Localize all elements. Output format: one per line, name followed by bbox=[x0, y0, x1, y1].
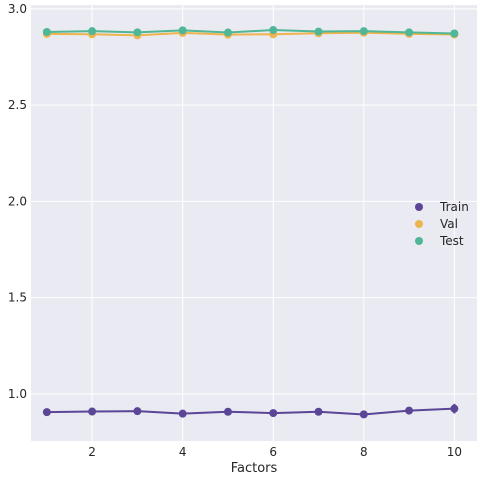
legend-marker bbox=[415, 203, 423, 211]
y-tick-label: 2.5 bbox=[8, 98, 27, 112]
x-tick-label: 10 bbox=[447, 445, 462, 459]
data-point bbox=[223, 28, 232, 37]
legend: Train Val Test bbox=[415, 200, 469, 248]
series-line bbox=[46, 31, 455, 37]
tick-labels: 2 4 6 8 10 1.0 1.5 2.0 2.5 3.0 bbox=[8, 2, 462, 459]
data-point bbox=[314, 407, 323, 416]
data-point bbox=[405, 406, 414, 415]
y-tick-label: 2.0 bbox=[8, 194, 27, 208]
data-point bbox=[88, 407, 97, 416]
series-line bbox=[46, 407, 455, 416]
data-point bbox=[133, 407, 142, 416]
data-point bbox=[178, 26, 187, 35]
x-tick-label: 6 bbox=[269, 445, 277, 459]
y-tick-label: 3.0 bbox=[8, 2, 27, 16]
legend-marker bbox=[415, 220, 423, 228]
data-point bbox=[88, 27, 97, 36]
data-point bbox=[450, 404, 459, 413]
legend-label: Test bbox=[439, 234, 464, 248]
data-point bbox=[223, 407, 232, 416]
data-point bbox=[178, 409, 187, 418]
data-point bbox=[42, 408, 51, 417]
data-point bbox=[359, 410, 368, 419]
data-point bbox=[269, 409, 278, 418]
data-point bbox=[405, 28, 414, 37]
series-test bbox=[42, 26, 459, 38]
legend-marker bbox=[415, 237, 423, 245]
plot-background bbox=[31, 5, 477, 441]
data-point bbox=[269, 26, 278, 35]
grid-lines bbox=[31, 5, 477, 441]
data-point bbox=[133, 28, 142, 37]
data-point bbox=[314, 27, 323, 36]
data-point bbox=[42, 27, 51, 36]
series-line bbox=[46, 29, 455, 35]
x-tick-label: 4 bbox=[179, 445, 187, 459]
legend-label: Train bbox=[439, 200, 469, 214]
y-tick-label: 1.0 bbox=[8, 387, 27, 401]
data-point bbox=[359, 27, 368, 36]
data-point bbox=[450, 29, 459, 38]
y-tick-label: 1.5 bbox=[8, 291, 27, 305]
x-tick-label: 8 bbox=[360, 445, 368, 459]
x-tick-label: 2 bbox=[88, 445, 96, 459]
series-train bbox=[42, 403, 459, 419]
series-layer bbox=[42, 26, 459, 419]
x-axis-label: Factors bbox=[231, 461, 278, 476]
legend-label: Val bbox=[440, 217, 458, 231]
